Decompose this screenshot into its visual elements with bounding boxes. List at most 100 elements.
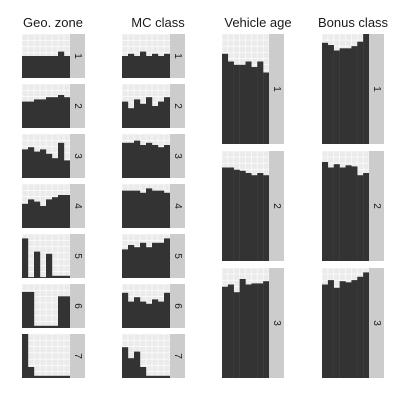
bar	[357, 41, 364, 145]
bar	[263, 175, 270, 261]
bar	[140, 301, 147, 328]
strip-background	[70, 184, 85, 228]
bar	[164, 292, 171, 328]
bar	[140, 51, 147, 78]
bar	[40, 375, 47, 378]
bar	[164, 238, 171, 278]
bar	[40, 277, 47, 278]
bar	[351, 280, 358, 378]
bar	[327, 280, 334, 378]
bar	[322, 162, 329, 261]
bar	[28, 101, 35, 128]
strip-background	[170, 34, 185, 78]
bar	[351, 166, 358, 261]
bar	[251, 67, 258, 144]
bar	[158, 242, 165, 278]
bar	[22, 334, 29, 378]
bar	[22, 149, 29, 178]
bar	[245, 284, 252, 378]
bar	[227, 167, 234, 261]
bar	[251, 175, 258, 261]
bar	[140, 192, 147, 228]
column-title: Geo. zone	[23, 15, 83, 30]
strip-background	[170, 334, 185, 378]
bar	[46, 325, 53, 328]
bar	[239, 279, 246, 378]
bar	[40, 206, 47, 228]
bar	[134, 351, 141, 378]
bar	[345, 282, 352, 378]
bar	[46, 375, 53, 378]
facet-panel: 7	[21, 333, 85, 379]
bar	[339, 281, 346, 378]
bar	[58, 275, 65, 278]
bar	[146, 247, 153, 278]
bar	[52, 56, 59, 78]
facet-column-1: Geo. zone 1 2 3 4 5 6 7	[21, 15, 85, 379]
bar	[152, 299, 159, 328]
bar	[122, 347, 129, 378]
bar	[152, 242, 159, 278]
strip-background	[70, 284, 85, 328]
bar	[152, 145, 159, 178]
bar	[146, 97, 153, 128]
strip-label: 1	[72, 53, 83, 59]
bar	[327, 167, 334, 261]
bar	[46, 253, 53, 278]
bar	[128, 190, 135, 228]
bar	[52, 325, 59, 328]
bar	[128, 108, 135, 128]
strip-background	[269, 34, 284, 144]
bar	[222, 167, 229, 261]
bar	[322, 284, 329, 378]
bar	[122, 249, 129, 278]
bar	[64, 97, 71, 128]
strip-label: 7	[72, 353, 83, 359]
bar	[239, 64, 246, 144]
bar	[345, 48, 352, 144]
strip-background	[170, 84, 185, 128]
bar	[140, 242, 147, 278]
bar	[239, 170, 246, 261]
strip-background	[70, 334, 85, 378]
bar	[64, 195, 71, 228]
strip-background	[70, 134, 85, 178]
facet-panel: 2	[121, 83, 185, 129]
bar	[251, 283, 258, 378]
facet-column-2: MC class 1 2 3 4 5 6 7	[121, 15, 185, 379]
bar	[40, 99, 47, 128]
strip-background	[170, 234, 185, 278]
facet-column-4: Bonus class 1 2 3	[318, 15, 389, 379]
bar	[28, 147, 35, 178]
bar	[233, 64, 240, 144]
bar	[134, 99, 141, 128]
bar	[333, 287, 340, 378]
strip-label: 4	[172, 203, 183, 209]
bar	[58, 375, 65, 378]
column-title: Vehicle age	[224, 15, 291, 30]
facet-panel: 4	[121, 183, 185, 229]
bar	[22, 203, 29, 228]
bar	[58, 51, 65, 78]
strip-background	[269, 268, 284, 378]
bar	[58, 296, 65, 328]
strip-label: 3	[271, 320, 282, 326]
bar	[146, 303, 153, 328]
bar	[64, 375, 71, 378]
strip-label: 5	[72, 253, 83, 259]
bar	[152, 375, 159, 378]
bar	[257, 283, 264, 378]
bar	[158, 375, 165, 378]
bar	[128, 358, 135, 378]
bar	[34, 99, 41, 128]
column-title: Bonus class	[318, 15, 389, 30]
bar	[34, 151, 41, 178]
bar	[357, 175, 364, 261]
bar	[233, 169, 240, 261]
bar	[263, 281, 270, 378]
bar	[257, 61, 264, 144]
bar	[52, 275, 59, 278]
strip-label: 7	[172, 353, 183, 359]
bar	[257, 173, 264, 261]
